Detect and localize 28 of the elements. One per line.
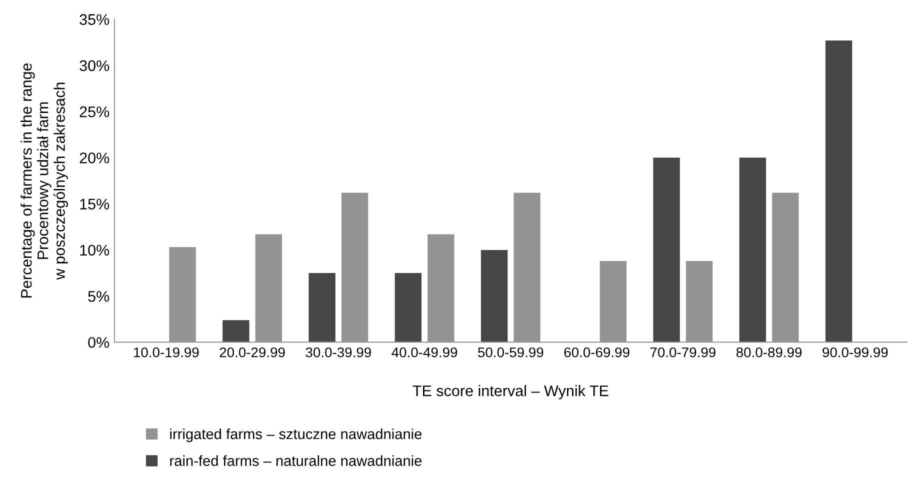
x-tick-label: 10.0-19.99 bbox=[134, 347, 199, 358]
y-tick-label: 20% bbox=[80, 152, 110, 164]
bar bbox=[825, 40, 852, 342]
x-tick-label: 40.0-49.99 bbox=[392, 347, 458, 358]
bar bbox=[480, 250, 508, 342]
x-tick-label: 50.0-59.99 bbox=[478, 347, 544, 358]
bar bbox=[222, 320, 250, 342]
legend-label: irrigated farms – sztuczne nawadnianie bbox=[170, 428, 422, 442]
y-tick-label: 10% bbox=[80, 244, 110, 256]
x-tick-label: 80.0-89.99 bbox=[736, 347, 802, 358]
y-tick-label: 25% bbox=[80, 106, 110, 118]
y-tick-label: 30% bbox=[80, 60, 110, 72]
bar bbox=[739, 158, 766, 342]
y-tick-label: 5% bbox=[88, 291, 110, 302]
x-tick-label: 30.0-39.99 bbox=[306, 347, 371, 358]
bar bbox=[394, 273, 422, 342]
x-tick-label: 70.0-79.99 bbox=[650, 347, 716, 358]
legend-label: rain-fed farms – naturalne nawadnianie bbox=[170, 455, 422, 466]
x-tick-label: 60.0-69.99 bbox=[564, 347, 630, 358]
y-tick-label: 0% bbox=[88, 337, 110, 348]
x-tick-label: 20.0-29.99 bbox=[220, 347, 285, 358]
y-tick-label: 15% bbox=[80, 198, 110, 210]
y-tick-label: 35% bbox=[80, 14, 110, 25]
x-axis-title: TE score interval – Wynik TE bbox=[412, 385, 608, 400]
bar bbox=[308, 273, 336, 342]
y-axis-title: Percentage of farmers in the range Procentowy udział farm w poszczególnych zakresach bbox=[20, 63, 68, 298]
x-tick-label: 90.0-99.99 bbox=[822, 347, 888, 358]
bar bbox=[653, 158, 680, 342]
